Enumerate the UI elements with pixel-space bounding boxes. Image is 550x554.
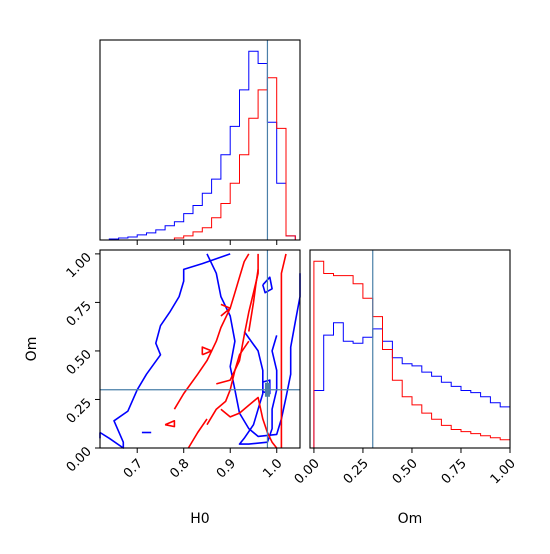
contour-red-level <box>220 396 278 449</box>
contour-red-level <box>280 253 287 448</box>
contour-y-tick-label: 0.75 <box>64 299 95 330</box>
om-histogram-panel: 0.00 0.25 0.50 0.75 1.00 Om <box>292 249 519 527</box>
contour-red-level <box>220 303 231 317</box>
contour-blue-level <box>238 331 278 445</box>
contour-x-tick-label: 0.9 <box>214 456 239 481</box>
om-histogram-x-tick-label: 0.75 <box>439 456 470 487</box>
contour-x-tick-label: 0.7 <box>121 456 146 481</box>
om-histogram-red-series <box>313 260 511 448</box>
contour-x-tick-label: 1.0 <box>260 456 285 481</box>
om-histogram-x-tick-label: 0.00 <box>292 456 323 487</box>
h0-histogram-blue-series <box>100 50 296 241</box>
contour-red-level <box>201 346 213 356</box>
contour-red-level <box>248 269 259 332</box>
h0-histogram-frame <box>99 39 301 241</box>
contour-frame <box>99 249 301 449</box>
h0-histogram-red-series <box>100 77 296 241</box>
contour-red-level <box>173 253 250 410</box>
om-histogram-x-tick-label: 1.00 <box>488 456 519 487</box>
om-histogram-blue-series <box>313 322 511 448</box>
contour-panel: 0.7 0.8 0.9 1.0 0.00 0.25 0.50 0.75 1.00 H0 Om <box>24 249 301 527</box>
contour-red-level <box>164 420 176 428</box>
om-histogram-x-tick-label: 0.50 <box>390 456 421 487</box>
contour-y-tick-label: 0.00 <box>64 444 95 475</box>
contour-y-tick-label: 0.50 <box>64 347 95 378</box>
contour-y-tick-label: 0.25 <box>64 396 95 427</box>
y-axis-label-om: Om <box>24 337 40 362</box>
h0-histogram-panel <box>99 39 301 245</box>
contour-red-level <box>187 418 208 449</box>
om-histogram-frame <box>309 249 511 449</box>
contour-red-level <box>206 340 250 426</box>
contour-x-tick-label: 0.8 <box>167 456 192 481</box>
contour-y-tick-label: 1.00 <box>64 250 95 281</box>
om-histogram-x-tick-label: 0.25 <box>341 456 372 487</box>
contour-blue-level <box>99 253 231 449</box>
x-axis-label-om: Om <box>398 511 423 527</box>
x-axis-label-h0: H0 <box>190 511 209 527</box>
